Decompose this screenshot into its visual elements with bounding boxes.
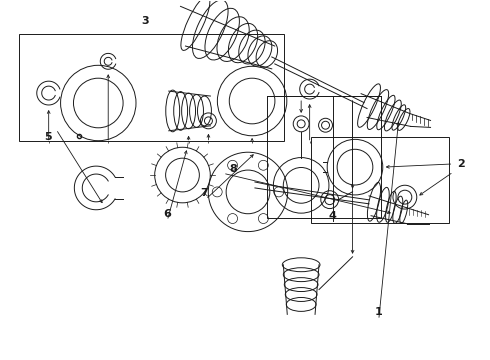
Text: 3: 3 <box>142 16 149 26</box>
Text: 7: 7 <box>200 188 208 198</box>
Text: 6: 6 <box>163 209 171 219</box>
Bar <box>19 33 284 141</box>
Text: 5: 5 <box>44 132 52 142</box>
Bar <box>267 96 381 217</box>
Bar <box>311 137 449 223</box>
Text: 1: 1 <box>375 307 383 317</box>
Text: 4: 4 <box>329 211 337 221</box>
Text: 2: 2 <box>458 159 465 169</box>
Text: 8: 8 <box>229 164 237 174</box>
